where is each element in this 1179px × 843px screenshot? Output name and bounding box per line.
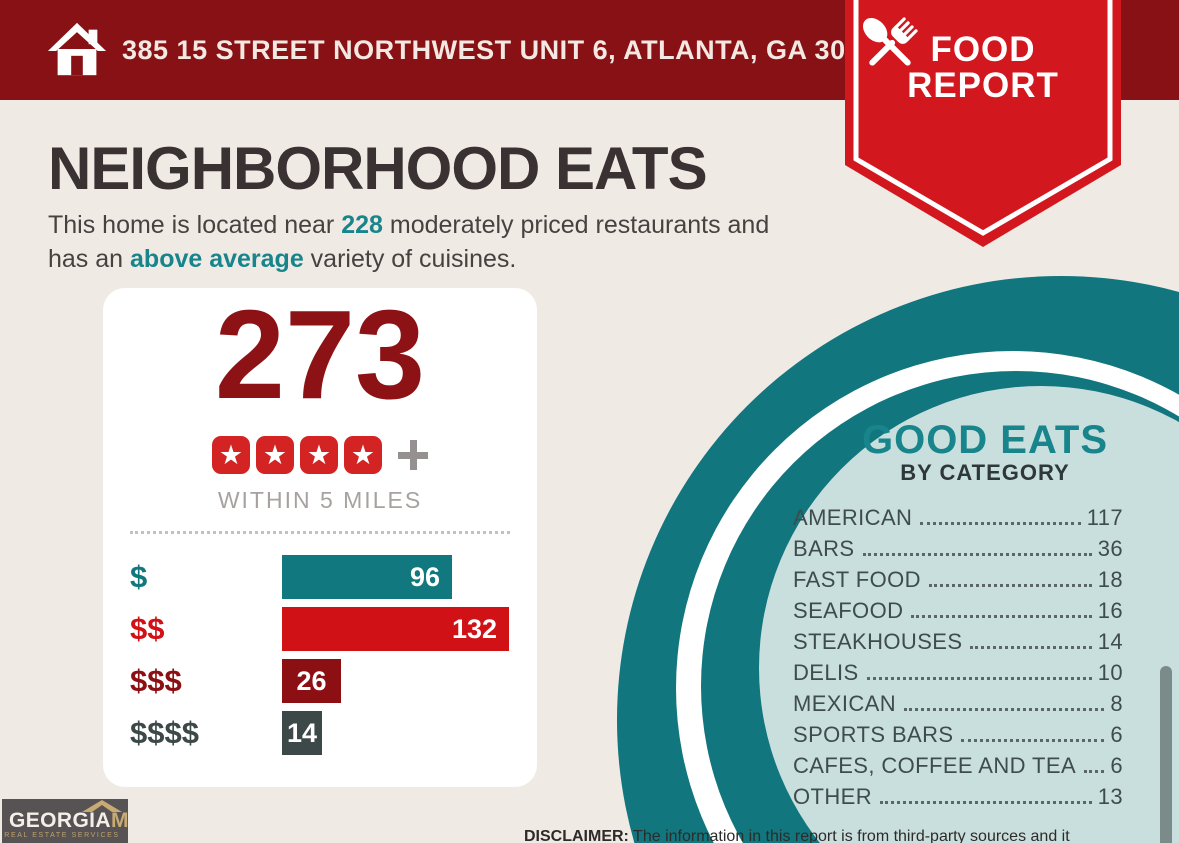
category-value: 6 bbox=[1110, 722, 1123, 747]
category-label: SPORTS BARS bbox=[793, 722, 954, 747]
scrollbar-thumb[interactable] bbox=[1160, 666, 1172, 843]
total-restaurant-count: 273 bbox=[214, 284, 426, 425]
price-tier-label: $$$ bbox=[130, 663, 182, 698]
star-icon: ★ bbox=[212, 436, 250, 474]
logo-mls: MLS bbox=[110, 809, 128, 832]
star-icon: ★ bbox=[344, 436, 382, 474]
list-item: SEAFOOD 16 bbox=[793, 595, 1123, 626]
rating-row: ★ ★ ★ ★ bbox=[103, 436, 537, 474]
badge-line2: REPORT bbox=[907, 66, 1059, 105]
star-icon: ★ bbox=[300, 436, 338, 474]
category-label: OTHER bbox=[793, 784, 872, 809]
category-label: AMERICAN bbox=[793, 505, 913, 530]
disclaimer-body: The information in this report is from t… bbox=[628, 828, 1070, 843]
intro-text-3: has an bbox=[48, 245, 131, 273]
price-bar: 132 bbox=[282, 607, 509, 651]
dotted-leader bbox=[904, 708, 1105, 711]
disclaimer-text: DISCLAIMER: The information in this repo… bbox=[524, 828, 1179, 843]
badge-line1: FOOD bbox=[930, 30, 1036, 69]
price-bar-row: $$$$ 14 bbox=[130, 711, 510, 755]
price-tier-label: $$$$ bbox=[130, 715, 199, 750]
dotted-leader bbox=[866, 677, 1092, 680]
property-address: 385 15 STREET NORTHWEST UNIT 6, ATLANTA,… bbox=[122, 35, 893, 65]
dotted-leader bbox=[911, 615, 1092, 618]
dotted-leader bbox=[920, 522, 1081, 525]
good-eats-subtitle: BY CATEGORY bbox=[900, 460, 1070, 485]
category-value: 8 bbox=[1110, 691, 1123, 716]
logo-tagline: REAL ESTATE SERVICES bbox=[4, 832, 120, 839]
list-item: OTHER 13 bbox=[793, 781, 1123, 812]
bar-value: 96 bbox=[409, 561, 440, 592]
price-bar-row: $$ 132 bbox=[130, 607, 510, 651]
dotted-leader bbox=[1084, 770, 1105, 773]
radius-label: WITHIN 5 MILES bbox=[217, 487, 423, 513]
list-item: DELIS 10 bbox=[793, 657, 1123, 688]
bar-value: 26 bbox=[296, 665, 327, 696]
bar-value: 14 bbox=[286, 717, 318, 748]
category-label: MEXICAN bbox=[793, 691, 897, 716]
intro-text-4: variety of cuisines. bbox=[303, 245, 517, 273]
home-icon bbox=[47, 22, 107, 76]
category-list: AMERICAN 117 BARS 36 FAST FOOD 18 SEAFOOD 16… bbox=[793, 502, 1123, 812]
star-icon: ★ bbox=[256, 436, 294, 474]
price-bar: 14 bbox=[282, 711, 322, 755]
price-tier-label: $ bbox=[130, 559, 148, 594]
list-item: STEAKHOUSES 14 bbox=[793, 626, 1123, 657]
good-eats-title: GOOD EATS bbox=[861, 418, 1109, 462]
price-bar-row: $ 96 bbox=[130, 555, 510, 599]
dotted-leader bbox=[961, 739, 1105, 742]
category-label: BARS bbox=[793, 536, 855, 561]
intro-text-1: This home is located near bbox=[48, 211, 342, 239]
page-title: NEIGHBORHOOD EATS bbox=[48, 135, 708, 202]
list-item: BARS 36 bbox=[793, 533, 1123, 564]
list-item: CAFES, COFFEE AND TEA 6 bbox=[793, 750, 1123, 781]
dotted-leader bbox=[928, 584, 1092, 587]
georgia-mls-logo: GEORGIAMLS REAL ESTATE SERVICES bbox=[2, 799, 128, 843]
category-value: 36 bbox=[1097, 536, 1123, 561]
crossed-utensils-icon bbox=[862, 17, 918, 66]
category-value: 6 bbox=[1110, 753, 1123, 778]
price-bar-row: $$$ 26 bbox=[130, 659, 510, 703]
restaurant-count: 228 bbox=[341, 211, 383, 239]
list-item: AMERICAN 117 bbox=[793, 502, 1123, 533]
dotted-divider bbox=[130, 531, 510, 534]
logo-wordmark: GEORGIAMLS bbox=[9, 809, 128, 833]
variety-highlight: above average bbox=[130, 245, 304, 273]
list-item: SPORTS BARS 6 bbox=[793, 719, 1123, 750]
list-item: MEXICAN 8 bbox=[793, 688, 1123, 719]
dotted-leader bbox=[862, 553, 1092, 556]
restaurant-summary-card: 273 ★ ★ ★ ★ WITHIN 5 MILES $ 96 $$ 132 $… bbox=[103, 288, 537, 787]
dotted-leader bbox=[970, 646, 1092, 649]
logo-georgia: GEORGIA bbox=[9, 809, 111, 832]
food-report-badge: FOOD REPORT bbox=[845, 0, 1121, 248]
dotted-leader bbox=[880, 801, 1092, 804]
category-value: 117 bbox=[1086, 505, 1123, 530]
price-bar: 26 bbox=[282, 659, 341, 703]
list-item: FAST FOOD 18 bbox=[793, 564, 1123, 595]
category-value: 14 bbox=[1097, 629, 1123, 654]
disclaimer-label: DISCLAIMER: bbox=[524, 828, 629, 843]
category-label: SEAFOOD bbox=[793, 598, 904, 623]
price-bar: 96 bbox=[282, 555, 452, 599]
category-label: DELIS bbox=[793, 660, 859, 685]
price-tier-bar-chart: $ 96 $$ 132 $$$ 26 $$$$ 14 bbox=[130, 547, 510, 755]
category-label: STEAKHOUSES bbox=[793, 629, 963, 654]
category-value: 13 bbox=[1097, 784, 1123, 809]
intro-sentence: This home is located near 228 moderately… bbox=[48, 208, 769, 276]
category-value: 16 bbox=[1097, 598, 1123, 623]
category-label: CAFES, COFFEE AND TEA bbox=[793, 753, 1077, 778]
price-tier-label: $$ bbox=[130, 611, 165, 646]
category-value: 10 bbox=[1097, 660, 1123, 685]
category-value: 18 bbox=[1097, 567, 1123, 592]
plus-icon bbox=[398, 440, 428, 470]
bar-value: 132 bbox=[451, 613, 497, 644]
intro-text-2: moderately priced restaurants and bbox=[382, 211, 770, 239]
roof-swoosh-icon bbox=[82, 800, 122, 812]
category-label: FAST FOOD bbox=[793, 567, 921, 592]
